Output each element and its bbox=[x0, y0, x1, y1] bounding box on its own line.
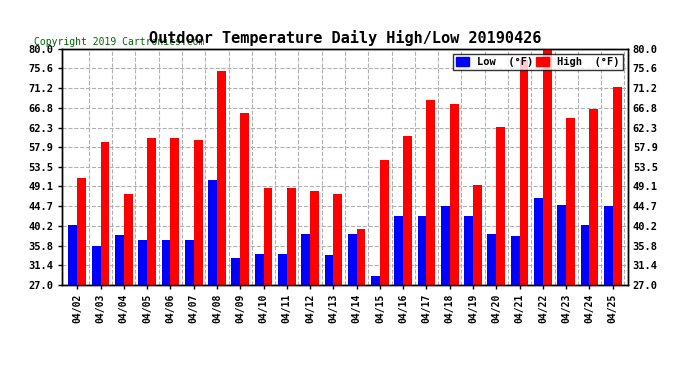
Text: Copyright 2019 Cartronics.com: Copyright 2019 Cartronics.com bbox=[34, 37, 204, 47]
Bar bbox=[278, 254, 287, 285]
Legend: Low  (°F), High  (°F): Low (°F), High (°F) bbox=[453, 54, 622, 70]
Bar bbox=[441, 206, 450, 285]
Bar bbox=[464, 216, 473, 285]
Bar bbox=[580, 225, 589, 285]
Bar bbox=[589, 109, 598, 285]
Bar bbox=[92, 246, 101, 285]
Bar bbox=[613, 87, 622, 285]
Bar bbox=[558, 205, 566, 285]
Bar bbox=[473, 185, 482, 285]
Bar bbox=[543, 49, 552, 285]
Bar bbox=[450, 105, 459, 285]
Bar bbox=[488, 234, 496, 285]
Bar bbox=[68, 225, 77, 285]
Bar bbox=[395, 216, 403, 285]
Bar bbox=[161, 240, 170, 285]
Bar bbox=[310, 191, 319, 285]
Bar bbox=[511, 236, 520, 285]
Bar bbox=[403, 136, 412, 285]
Bar bbox=[534, 198, 543, 285]
Bar bbox=[348, 234, 357, 285]
Bar bbox=[217, 71, 226, 285]
Bar bbox=[101, 142, 110, 285]
Bar bbox=[371, 276, 380, 285]
Bar bbox=[324, 255, 333, 285]
Bar bbox=[194, 140, 202, 285]
Bar bbox=[240, 113, 249, 285]
Bar bbox=[287, 188, 295, 285]
Bar bbox=[520, 60, 529, 285]
Bar bbox=[208, 180, 217, 285]
Bar bbox=[604, 206, 613, 285]
Title: Outdoor Temperature Daily High/Low 20190426: Outdoor Temperature Daily High/Low 20190… bbox=[149, 30, 541, 46]
Bar bbox=[264, 188, 273, 285]
Bar bbox=[170, 138, 179, 285]
Bar bbox=[255, 254, 264, 285]
Bar bbox=[357, 229, 366, 285]
Bar bbox=[566, 118, 575, 285]
Bar bbox=[333, 194, 342, 285]
Bar bbox=[231, 258, 240, 285]
Bar bbox=[77, 178, 86, 285]
Bar bbox=[185, 240, 194, 285]
Bar bbox=[380, 160, 388, 285]
Bar bbox=[124, 194, 132, 285]
Bar bbox=[496, 127, 505, 285]
Bar bbox=[115, 235, 124, 285]
Bar bbox=[147, 138, 156, 285]
Bar bbox=[426, 100, 435, 285]
Bar bbox=[417, 216, 426, 285]
Bar bbox=[302, 234, 310, 285]
Bar bbox=[138, 240, 147, 285]
